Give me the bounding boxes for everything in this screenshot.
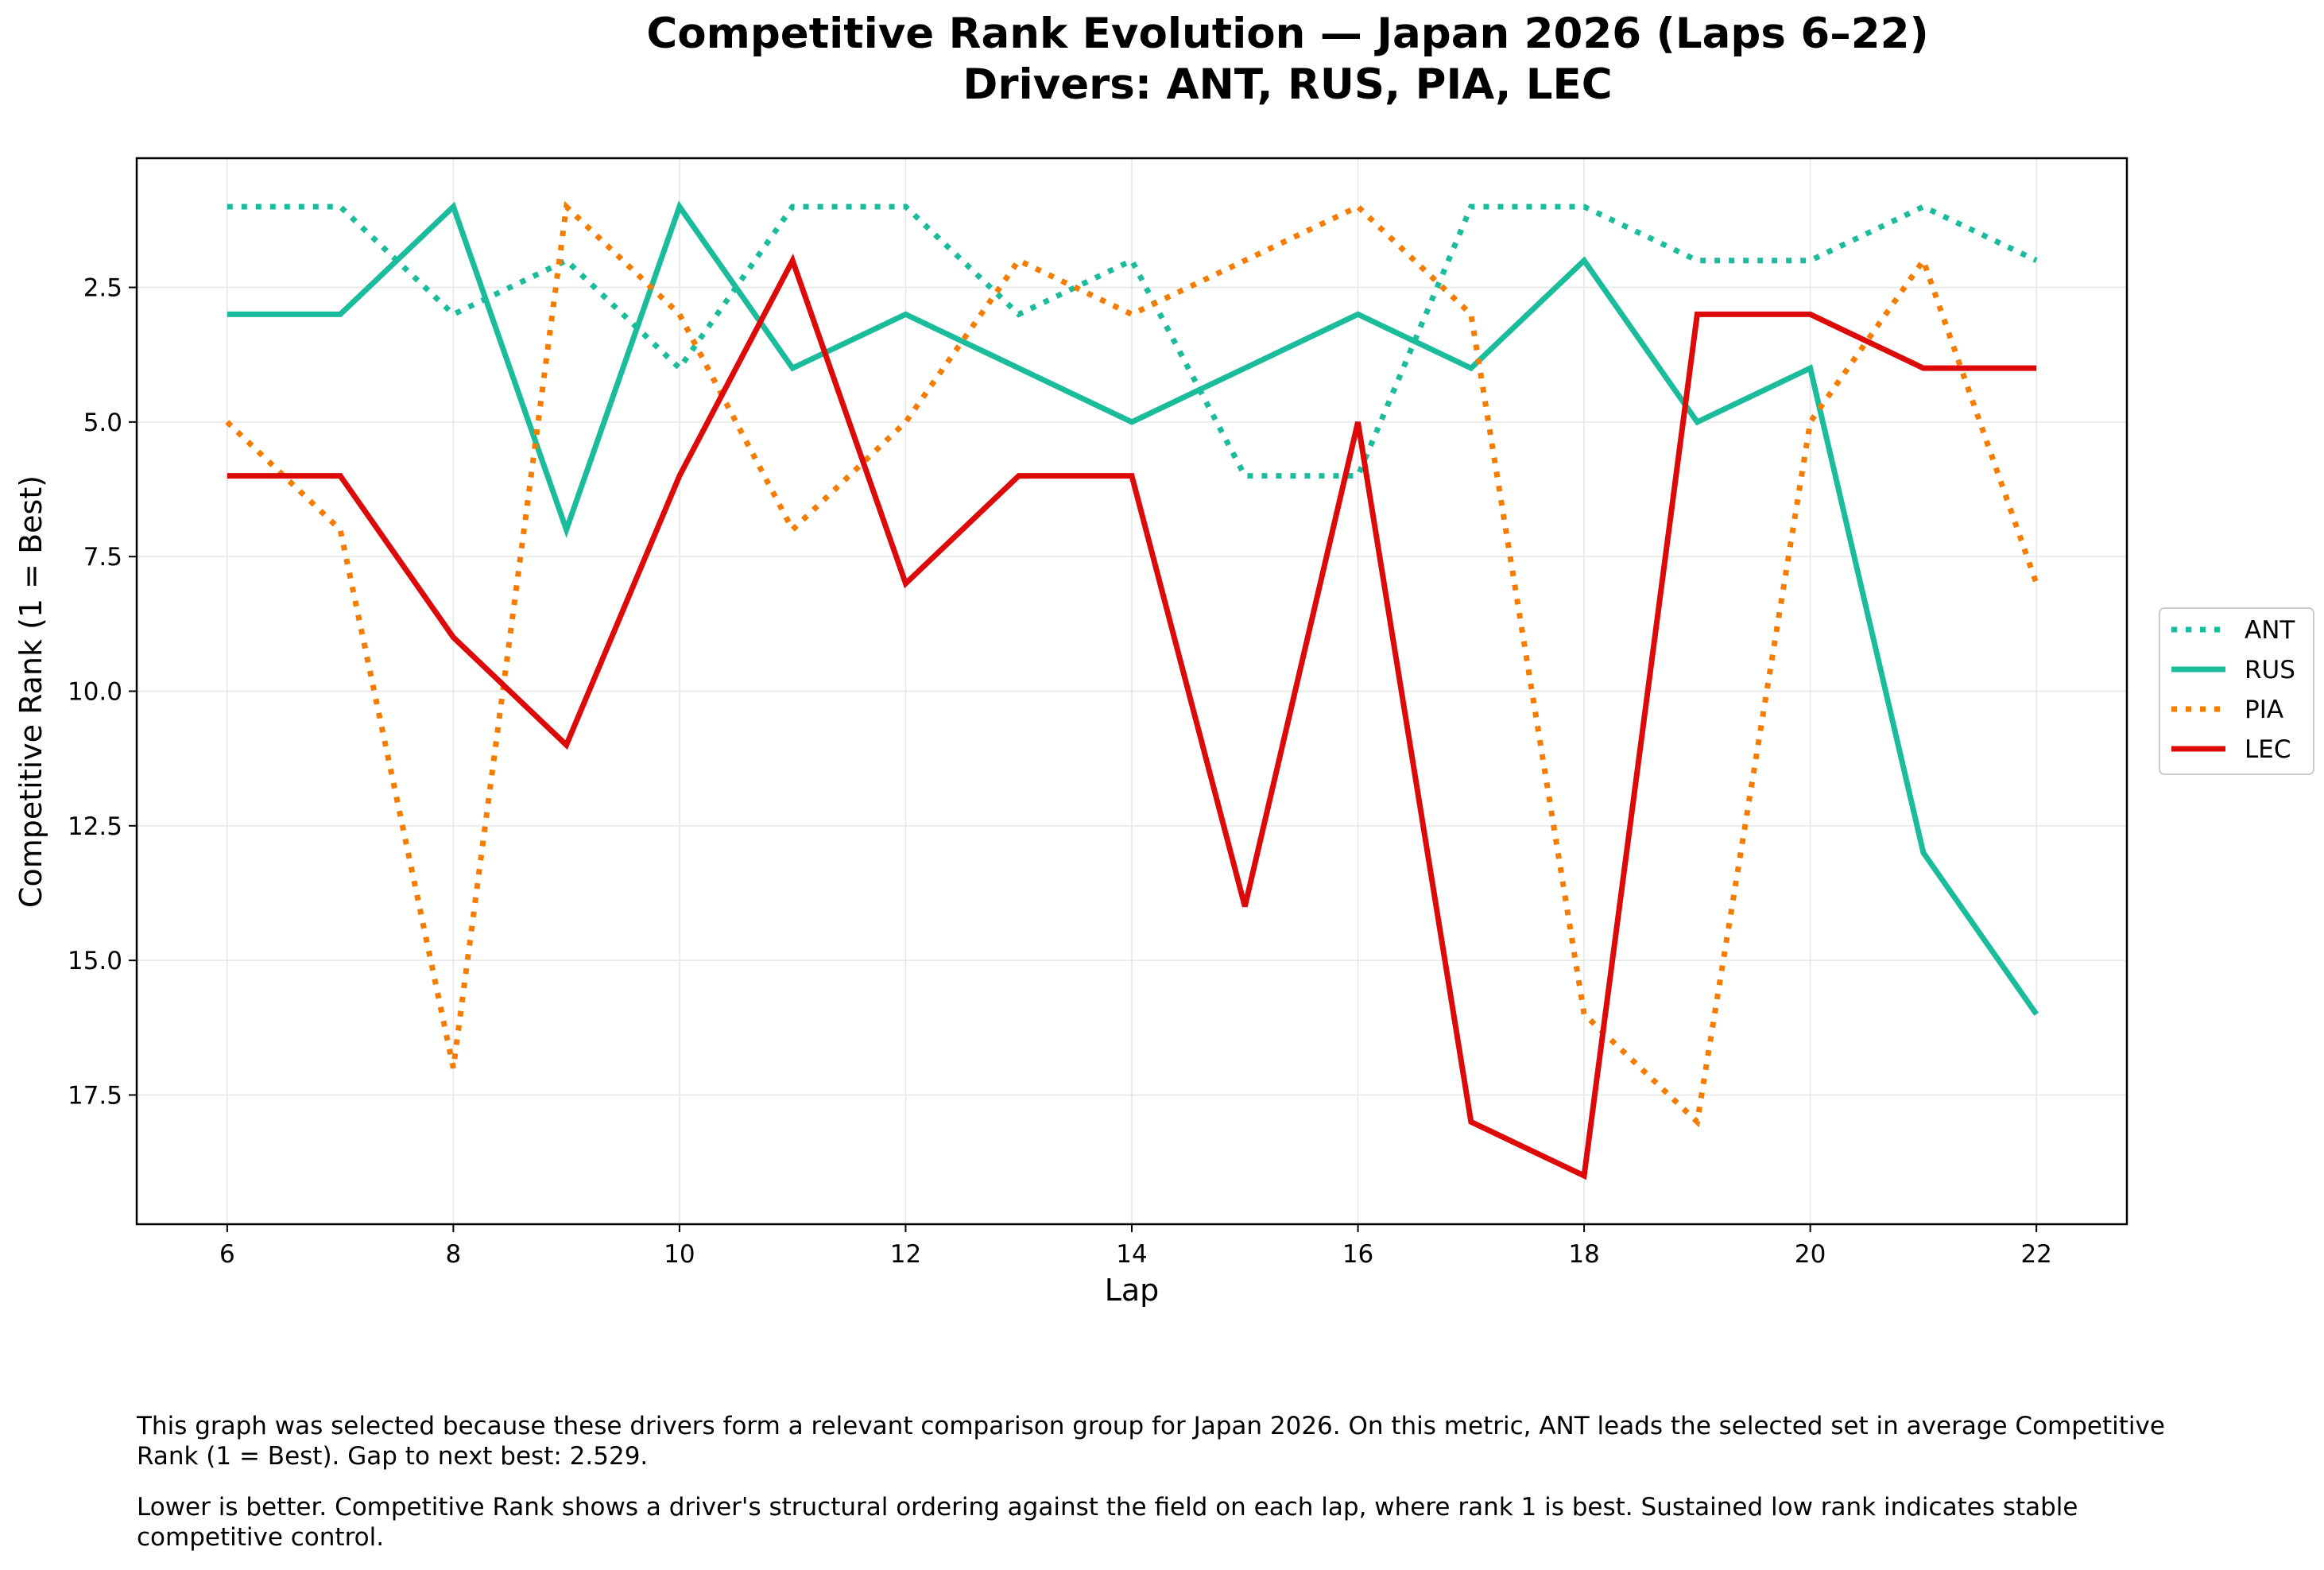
- x-tick-label: 6: [219, 1240, 235, 1269]
- caption-selection-reason: This graph was selected because these dr…: [137, 1412, 2165, 1471]
- legend-label-rus: RUS: [2245, 656, 2295, 684]
- legend-label-pia: PIA: [2245, 696, 2283, 724]
- y-tick-label: 5.0: [83, 409, 122, 437]
- legend-frame: [2159, 607, 2314, 775]
- x-tick-label: 20: [1795, 1240, 1826, 1269]
- y-tick-label: 2.5: [83, 274, 122, 303]
- y-tick-label: 10.0: [68, 678, 122, 707]
- series-line-lec: [227, 253, 2037, 1180]
- x-tick-label: 10: [664, 1240, 695, 1269]
- x-axis-ticks: 6 8 10 12 14 16 18 20 22: [219, 1224, 2052, 1269]
- caption-metric-explanation: Lower is better. Competitive Rank shows …: [137, 1493, 2078, 1552]
- x-tick-label: 12: [890, 1240, 921, 1269]
- x-tick-label: 14: [1116, 1240, 1147, 1269]
- y-tick-label: 7.5: [83, 543, 122, 572]
- x-axis-label: Lap: [1105, 1273, 1160, 1308]
- series-lines: [225, 200, 2039, 1180]
- y-tick-label: 12.5: [68, 812, 122, 841]
- chart-title: Competitive Rank Evolution — Japan 2026 …: [646, 10, 1928, 58]
- y-axis-ticks: 2.5 5.0 7.5 10.0 12.5 15.0 17.5: [68, 274, 137, 1110]
- y-axis-label: Competitive Rank (1 = Best): [14, 475, 48, 908]
- x-tick-label: 8: [445, 1240, 461, 1269]
- series-line-rus: [227, 200, 2039, 1016]
- chart-subtitle: Drivers: ANT, RUS, PIA, LEC: [963, 60, 1612, 109]
- y-tick-label: 17.5: [68, 1081, 122, 1110]
- x-tick-label: 18: [1568, 1240, 1599, 1269]
- legend: ANT RUS PIA LEC: [2159, 607, 2314, 775]
- legend-label-lec: LEC: [2245, 735, 2291, 764]
- legend-label-ant: ANT: [2245, 616, 2295, 645]
- x-tick-label: 16: [1342, 1240, 1373, 1269]
- grid: [137, 158, 2127, 1224]
- y-tick-label: 15.0: [68, 947, 122, 975]
- x-tick-label: 22: [2020, 1240, 2051, 1269]
